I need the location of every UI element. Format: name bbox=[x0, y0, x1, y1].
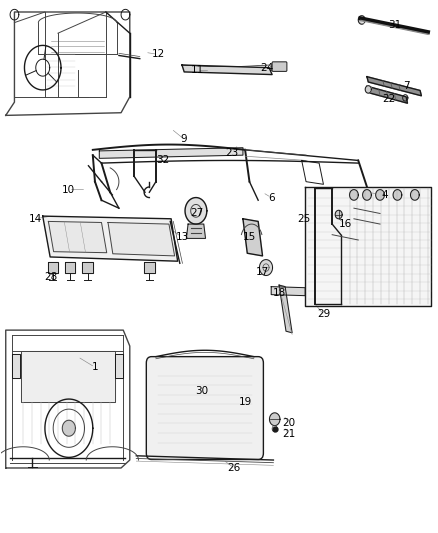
Polygon shape bbox=[62, 420, 75, 436]
Text: 12: 12 bbox=[152, 50, 165, 59]
Text: 17: 17 bbox=[256, 267, 269, 277]
Polygon shape bbox=[365, 86, 371, 93]
Polygon shape bbox=[99, 148, 243, 158]
Text: 27: 27 bbox=[191, 208, 204, 219]
Polygon shape bbox=[367, 86, 407, 103]
Polygon shape bbox=[376, 190, 385, 200]
Text: 6: 6 bbox=[268, 192, 275, 203]
Text: 31: 31 bbox=[389, 20, 402, 30]
Polygon shape bbox=[358, 15, 365, 24]
Text: 25: 25 bbox=[297, 214, 311, 224]
Text: 24: 24 bbox=[260, 63, 273, 72]
Polygon shape bbox=[350, 190, 358, 200]
Polygon shape bbox=[186, 224, 205, 238]
Polygon shape bbox=[182, 65, 272, 75]
Polygon shape bbox=[47, 262, 58, 273]
Polygon shape bbox=[271, 287, 305, 296]
Polygon shape bbox=[48, 221, 107, 253]
Polygon shape bbox=[243, 219, 262, 256]
Text: 1: 1 bbox=[92, 362, 98, 372]
Polygon shape bbox=[259, 260, 272, 276]
Polygon shape bbox=[82, 262, 93, 273]
Polygon shape bbox=[335, 211, 342, 219]
Polygon shape bbox=[393, 190, 402, 200]
Text: 23: 23 bbox=[226, 148, 239, 158]
Polygon shape bbox=[116, 354, 123, 378]
Text: 16: 16 bbox=[339, 219, 352, 229]
Polygon shape bbox=[12, 354, 20, 378]
Text: 13: 13 bbox=[175, 232, 189, 243]
Text: 20: 20 bbox=[282, 418, 295, 428]
Polygon shape bbox=[43, 216, 178, 261]
Polygon shape bbox=[279, 285, 292, 333]
Text: 10: 10 bbox=[62, 184, 75, 195]
Polygon shape bbox=[269, 413, 280, 425]
Polygon shape bbox=[305, 187, 431, 306]
Text: 15: 15 bbox=[243, 232, 256, 243]
Text: 14: 14 bbox=[29, 214, 42, 224]
Text: 29: 29 bbox=[317, 309, 330, 319]
FancyBboxPatch shape bbox=[146, 357, 263, 459]
Text: 4: 4 bbox=[381, 190, 388, 200]
Polygon shape bbox=[65, 262, 75, 273]
Polygon shape bbox=[367, 77, 421, 96]
Polygon shape bbox=[108, 222, 175, 256]
Text: 11: 11 bbox=[191, 66, 204, 75]
Text: 32: 32 bbox=[156, 156, 169, 165]
Polygon shape bbox=[185, 198, 207, 224]
Text: 28: 28 bbox=[44, 272, 57, 282]
Text: 26: 26 bbox=[228, 463, 241, 473]
Text: 30: 30 bbox=[195, 386, 208, 396]
Text: 7: 7 bbox=[403, 81, 410, 91]
Text: 21: 21 bbox=[282, 429, 295, 439]
Text: 18: 18 bbox=[273, 288, 286, 298]
Polygon shape bbox=[144, 262, 155, 273]
Text: 22: 22 bbox=[382, 94, 396, 104]
Polygon shape bbox=[21, 351, 115, 402]
Polygon shape bbox=[363, 190, 371, 200]
Text: 9: 9 bbox=[181, 134, 187, 144]
Text: 19: 19 bbox=[238, 397, 252, 407]
Polygon shape bbox=[410, 190, 419, 200]
FancyBboxPatch shape bbox=[272, 62, 287, 71]
